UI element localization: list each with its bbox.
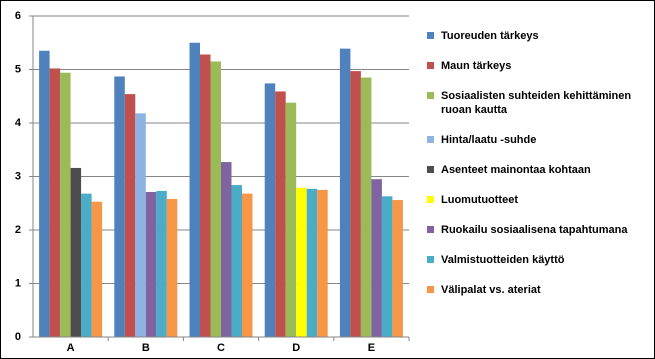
bar bbox=[135, 113, 146, 338]
bar bbox=[231, 185, 242, 337]
bar bbox=[124, 94, 136, 337]
legend-entry: Tuoreuden tärkeys bbox=[427, 29, 654, 43]
bar bbox=[70, 167, 82, 337]
y-tick-label: 1 bbox=[15, 277, 21, 289]
bar bbox=[306, 188, 318, 337]
legend-entry: Maun tärkeys bbox=[427, 59, 654, 73]
legend-label: Asenteet mainontaa kohtaan bbox=[441, 164, 591, 176]
bar bbox=[339, 48, 351, 337]
bar bbox=[381, 196, 393, 337]
legend-label: Sosiaalisten suhteiden kehittäminen ruoa… bbox=[441, 90, 632, 116]
legend-swatch bbox=[427, 286, 434, 293]
legend-entry: Luomutuotteet bbox=[427, 193, 654, 207]
legend-entry: Sosiaalisten suhteiden kehittäminen ruoa… bbox=[427, 89, 654, 117]
bar bbox=[275, 91, 286, 337]
bar bbox=[210, 61, 221, 337]
bar bbox=[145, 192, 157, 337]
y-tick-label: 3 bbox=[15, 170, 21, 182]
legend-label: Hinta/laatu -suhde bbox=[441, 134, 537, 146]
bar bbox=[200, 54, 211, 338]
legend-swatch bbox=[427, 196, 434, 203]
x-tick-label: E bbox=[368, 342, 375, 354]
legend-entry: Asenteet mainontaa kohtaan bbox=[427, 163, 654, 177]
legend-label: Ruokailu sosiaalisena tapahtumana bbox=[441, 224, 628, 236]
bar bbox=[360, 77, 372, 338]
legend-label: Tuoreuden tärkeys bbox=[441, 30, 539, 42]
legend-swatch bbox=[427, 62, 434, 69]
bar bbox=[242, 193, 253, 337]
y-tick-label: 0 bbox=[15, 331, 21, 343]
bar bbox=[264, 83, 276, 337]
bar bbox=[114, 76, 125, 337]
bar bbox=[296, 187, 307, 337]
bar bbox=[350, 71, 361, 337]
legend-swatch bbox=[427, 226, 434, 233]
bar bbox=[285, 102, 297, 337]
bar bbox=[156, 190, 167, 337]
bar bbox=[189, 42, 200, 337]
legend-label: Maun tärkeys bbox=[441, 60, 512, 72]
x-tick-label: B bbox=[142, 342, 150, 354]
bar bbox=[317, 189, 328, 337]
bar bbox=[39, 50, 50, 338]
y-tick-label: 4 bbox=[15, 117, 22, 129]
x-tick-label: D bbox=[292, 342, 300, 354]
x-tick-label: C bbox=[217, 342, 225, 354]
legend-entry: Ruokailu sosiaalisena tapahtumana bbox=[427, 223, 654, 237]
legend-swatch bbox=[427, 136, 434, 143]
y-tick-label: 6 bbox=[15, 10, 21, 22]
legend-swatch bbox=[427, 32, 434, 39]
bar bbox=[371, 179, 382, 337]
legend-swatch bbox=[427, 256, 434, 263]
legend-label: Välipalat vs. ateriat bbox=[441, 284, 541, 296]
legend-entry: Välipalat vs. ateriat bbox=[427, 283, 654, 297]
legend-label: Luomutuotteet bbox=[441, 194, 518, 206]
y-tick-label: 5 bbox=[15, 63, 21, 75]
bar bbox=[392, 200, 403, 337]
bar bbox=[166, 198, 178, 337]
bar bbox=[81, 193, 92, 337]
legend-entry: Hinta/laatu -suhde bbox=[427, 133, 654, 147]
legend-swatch bbox=[427, 92, 434, 99]
bar bbox=[49, 68, 61, 338]
bar bbox=[91, 201, 103, 337]
bar bbox=[221, 162, 232, 337]
x-tick-label: A bbox=[67, 342, 75, 354]
y-tick-label: 2 bbox=[15, 224, 21, 236]
legend-swatch bbox=[427, 166, 434, 173]
legend-entry: Valmistuotteiden käyttö bbox=[427, 253, 654, 267]
bar bbox=[60, 72, 71, 338]
legend-label: Valmistuotteiden käyttö bbox=[441, 254, 565, 266]
